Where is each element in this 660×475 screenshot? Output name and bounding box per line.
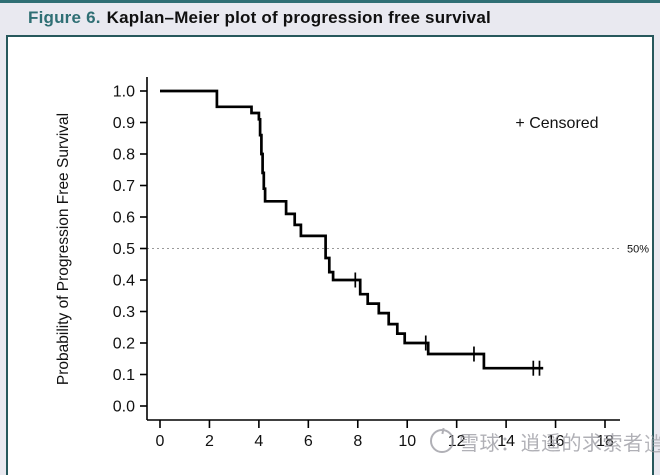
- top-accent-bar: [0, 0, 660, 3]
- x-tick-label: 18: [596, 433, 614, 450]
- censored-legend-label: + Censored: [515, 115, 598, 132]
- x-tick-label: 14: [497, 433, 515, 450]
- x-tick-label: 0: [156, 433, 165, 450]
- figure-title: Figure 6. Kaplan–Meier plot of progressio…: [28, 8, 648, 28]
- y-tick-label: 0.6: [113, 210, 135, 227]
- y-axis-title: Probability of Progression Free Survival: [55, 113, 72, 385]
- x-tick-label: 16: [547, 433, 565, 450]
- y-tick-label: 0.0: [113, 399, 135, 416]
- y-tick-label: 0.5: [113, 241, 135, 258]
- x-tick-label: 8: [353, 433, 362, 450]
- plot-panel: 50% 0.0 0.1 0.2 0.3 0.4 0.5 0.6 0.7 0.8 0.9 1.0 0 2 4 6…: [6, 35, 654, 475]
- y-tick-label: 0.3: [113, 304, 135, 321]
- y-tick-label: 1.0: [113, 84, 135, 101]
- km-survival-curve: [160, 89, 544, 370]
- figure-number-label: Figure 6.: [28, 8, 101, 27]
- km-plot: 50% 0.0 0.1 0.2 0.3 0.4 0.5 0.6 0.7 0.8 0.9 1.0 0 2 4 6…: [55, 77, 649, 450]
- y-tick-label: 0.2: [113, 336, 135, 353]
- x-tick-label: 12: [448, 433, 466, 450]
- x-tick-label: 4: [254, 433, 263, 450]
- x-tick-label: 6: [304, 433, 313, 450]
- y-tick-label: 0.8: [113, 147, 135, 164]
- y-tick-label: 0.7: [113, 178, 135, 195]
- x-tick-label: 2: [205, 433, 214, 450]
- figure-title-text: Kaplan–Meier plot of progression free su…: [106, 8, 491, 27]
- x-tick-label: 10: [398, 433, 416, 450]
- y-tick-label: 0.1: [113, 367, 135, 384]
- y-tick-label: 0.9: [113, 115, 135, 132]
- median-reference-label: 50%: [627, 244, 649, 256]
- y-tick-label: 0.4: [113, 273, 135, 290]
